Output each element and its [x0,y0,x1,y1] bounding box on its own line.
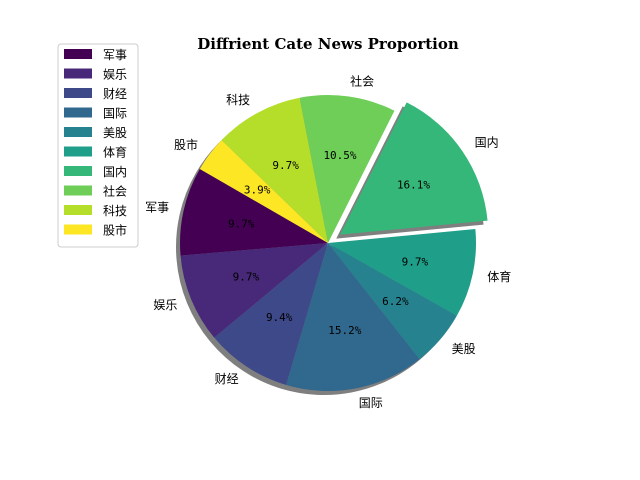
legend-swatch [64,88,92,98]
legend-swatch [64,224,92,235]
category-label: 国内 [475,136,499,150]
legend-swatch [64,146,92,157]
category-label: 国际 [359,396,383,410]
category-label: 娱乐 [153,298,177,312]
pie-slices [180,94,488,391]
pie-slice [340,102,488,235]
percentage-label: 3.9% [244,184,271,197]
percentage-label: 16.1% [397,179,430,192]
category-label: 体育 [487,269,511,284]
legend-swatch [64,49,92,59]
category-label: 财经 [215,372,239,386]
legend-label: 娱乐 [103,68,127,82]
legend-label: 国际 [103,107,127,121]
pie-slice [328,243,457,360]
legend-label: 军事 [103,48,127,62]
percentage-label: 9.7% [228,218,255,231]
category-label: 科技 [226,93,250,107]
legend-swatch [64,205,92,215]
percentage-label: 9.7% [402,256,429,269]
percentage-label: 9.4% [266,311,293,324]
pie-slice [214,243,328,385]
category-label: 美股 [452,342,476,356]
category-label: 股市 [174,137,198,152]
category-label: 社会 [350,74,374,89]
pie-slice [328,229,477,316]
legend-swatch [64,107,92,118]
legend-swatch [64,127,92,137]
percentage-label: 9.7% [272,159,299,172]
category-label: 军事 [145,201,169,215]
percentage-label: 6.2% [382,295,409,308]
percentage-label: 9.7% [233,271,260,284]
legend-label: 股市 [103,223,127,238]
pie-slice [180,169,328,256]
chart-title: Diffrient Cate News Proportion [197,35,459,53]
legend-swatch [64,185,92,196]
legend-label: 社会 [103,184,127,199]
legend-label: 体育 [103,145,127,160]
percentage-label: 15.2% [328,324,361,337]
legend-swatch [64,166,92,176]
pie-slice [299,94,395,244]
legend-label: 科技 [103,204,127,218]
legend-label: 国内 [103,165,127,179]
legend-label: 财经 [103,87,127,101]
legend-label: 美股 [103,126,127,140]
percentage-labels: 9.7%9.7%9.4%15.2%6.2%9.7%16.1%10.5%9.7%3… [228,149,430,337]
percentage-label: 10.5% [323,149,356,162]
pie-slice [221,97,328,243]
legend-swatch [64,68,92,79]
pie-slice [180,243,328,338]
pie-slice [199,140,328,243]
pie-slice [286,243,420,391]
